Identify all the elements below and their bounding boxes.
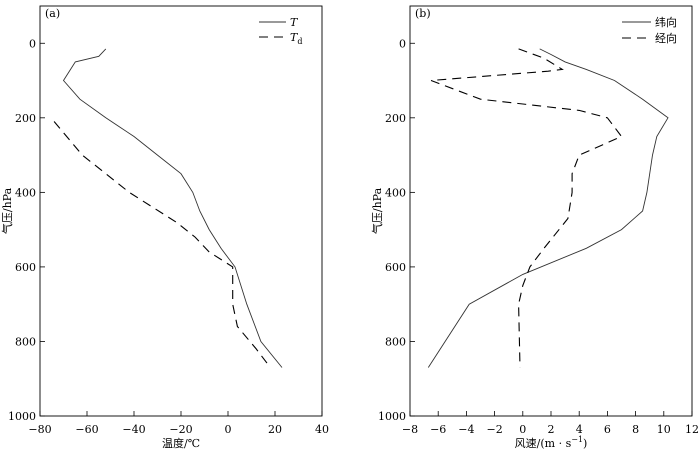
y-tick-label-a-0: 0 — [29, 37, 36, 50]
y-tick-label-b-4: 800 — [385, 335, 406, 348]
series-line-a-0 — [62, 48, 283, 368]
panel-a-x-axis-label: 温度/℃ — [162, 436, 200, 450]
panel-b-wind-speed: (b) −8 −6 −4 −2 0 2 4 6 8 10 12 0 200 400 600 800 1000 风… — [370, 5, 699, 450]
x-tick-label-a-6: 40 — [315, 423, 329, 436]
x-tick-label-b-0: −8 — [402, 423, 418, 436]
panel-a-label: (a) — [45, 7, 60, 20]
x-tick-label-b-5: 2 — [548, 423, 555, 436]
y-tick-label-b-5: 1000 — [378, 410, 406, 423]
panel-b-ticks: −8 −6 −4 −2 0 2 4 6 8 10 12 0 200 400 600 800 1000 — [378, 37, 699, 436]
y-tick-label-b-3: 600 — [385, 261, 406, 274]
x-tick-label-a-4: 0 — [225, 423, 232, 436]
x-tick-label-b-6: 4 — [576, 423, 583, 436]
y-tick-label-a-1: 200 — [15, 112, 36, 125]
y-tick-label-a-4: 800 — [15, 335, 36, 348]
series-line-b-1 — [430, 48, 623, 368]
panel-a-series — [53, 48, 283, 368]
y-tick-label-b-1: 200 — [385, 112, 406, 125]
panel-a-axes-frame — [39, 5, 323, 417]
legend-a-entry-2: Td — [290, 31, 302, 46]
panel-b-y-axis-label: 气压/hPa — [370, 187, 384, 234]
y-tick-label-b-2: 400 — [385, 186, 406, 199]
series-line-a-1 — [53, 121, 271, 368]
panel-b-label: (b) — [415, 7, 431, 20]
y-tick-label-b-0: 0 — [399, 37, 406, 50]
legend-b-entry-1: 纬向 — [655, 15, 677, 29]
y-tick-label-a-5: 1000 — [8, 410, 36, 423]
y-tick-label-a-2: 400 — [15, 186, 36, 199]
series-line-b-0 — [427, 48, 669, 368]
x-tick-label-b-3: −2 — [486, 423, 502, 436]
x-tick-label-b-9: 10 — [657, 423, 671, 436]
x-tick-label-b-1: −6 — [430, 423, 446, 436]
x-tick-label-b-7: 6 — [604, 423, 611, 436]
y-tick-label-a-3: 600 — [15, 261, 36, 274]
x-tick-label-a-1: −60 — [75, 423, 98, 436]
panel-b-series — [427, 48, 669, 368]
panel-b-legend: 纬向 经向 — [622, 15, 677, 45]
x-tick-label-a-5: 20 — [268, 423, 282, 436]
panel-a-legend: T Td — [259, 16, 302, 46]
x-tick-label-b-2: −4 — [458, 423, 474, 436]
panel-b-x-axis-label: 风速/(m · s−1) — [515, 435, 588, 450]
x-tick-label-b-8: 8 — [632, 423, 639, 436]
legend-a-entry-1: T — [290, 16, 299, 29]
x-tick-label-b-4: 0 — [519, 423, 526, 436]
x-tick-label-a-3: −20 — [169, 423, 192, 436]
x-tick-label-a-2: −40 — [122, 423, 145, 436]
panel-a-y-axis-label: 气压/hPa — [0, 187, 14, 234]
legend-b-entry-2: 经向 — [655, 31, 677, 45]
panel-b-axes-frame — [409, 5, 693, 417]
x-tick-label-a-0: −80 — [28, 423, 51, 436]
x-tick-label-b-10: 12 — [685, 423, 699, 436]
